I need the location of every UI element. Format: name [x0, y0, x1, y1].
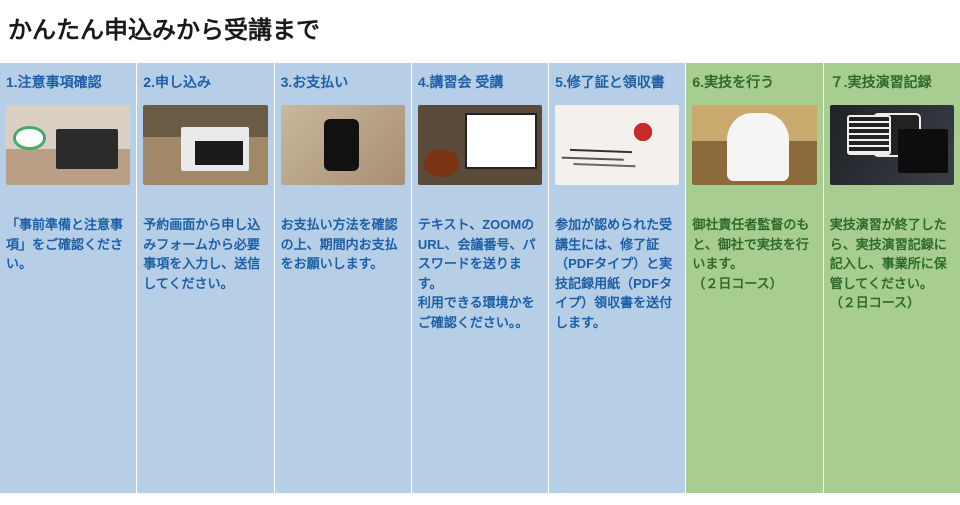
- step-desc: 御社責任者監督のもと、御社で実技を行います。 （２日コース）: [692, 215, 816, 293]
- step-image: [555, 105, 679, 185]
- steps-row: 1.注意事項確認「事前準備と注意事項」をご確認ください。2.申し込み予約画面から…: [0, 63, 960, 493]
- step-image: [830, 105, 954, 185]
- step-card-3: 3.お支払いお支払い方法を確認の上、期間内お支払をお願いします。: [275, 63, 411, 493]
- step-card-4: 4.講習会 受講テキスト、ZOOMのURL、会議番号、パスワードを送ります。 利…: [412, 63, 548, 493]
- page-title: かんたん申込みから受講まで: [0, 0, 960, 63]
- step-card-1: 1.注意事項確認「事前準備と注意事項」をご確認ください。: [0, 63, 136, 493]
- step-desc: テキスト、ZOOMのURL、会議番号、パスワードを送ります。 利用できる環境かを…: [418, 215, 542, 332]
- step-image: [6, 105, 130, 185]
- step-card-5: 5.修了証と領収書参加が認められた受講生には、修了証（PDFタイプ）と実技記録用…: [549, 63, 685, 493]
- step-title: 3.お支払い: [281, 73, 405, 97]
- step-image: [692, 105, 816, 185]
- step-title: 2.申し込み: [143, 73, 267, 97]
- step-card-2: 2.申し込み予約画面から申し込みフォームから必要事項を入力し、送信してください。: [137, 63, 273, 493]
- step-title: 1.注意事項確認: [6, 73, 130, 97]
- step-desc: 参加が認められた受講生には、修了証（PDFタイプ）と実技記録用紙（PDFタイプ）…: [555, 215, 679, 332]
- step-desc: 予約画面から申し込みフォームから必要事項を入力し、送信してください。: [143, 215, 267, 293]
- step-card-7: ７.実技演習記録実技演習が終了したら、実技演習記録に記入し、事業所に保管してくだ…: [824, 63, 960, 493]
- step-desc: 「事前準備と注意事項」をご確認ください。: [6, 215, 130, 274]
- step-title: 6.実技を行う: [692, 73, 816, 97]
- step-desc: 実技演習が終了したら、実技演習記録に記入し、事業所に保管してください。 （２日コ…: [830, 215, 954, 313]
- step-title: ７.実技演習記録: [830, 73, 954, 97]
- step-desc: お支払い方法を確認の上、期間内お支払をお願いします。: [281, 215, 405, 274]
- step-card-6: 6.実技を行う御社責任者監督のもと、御社で実技を行います。 （２日コース）: [686, 63, 822, 493]
- step-title: 5.修了証と領収書: [555, 73, 679, 97]
- step-title: 4.講習会 受講: [418, 73, 542, 97]
- step-image: [143, 105, 267, 185]
- step-image: [281, 105, 405, 185]
- step-image: [418, 105, 542, 185]
